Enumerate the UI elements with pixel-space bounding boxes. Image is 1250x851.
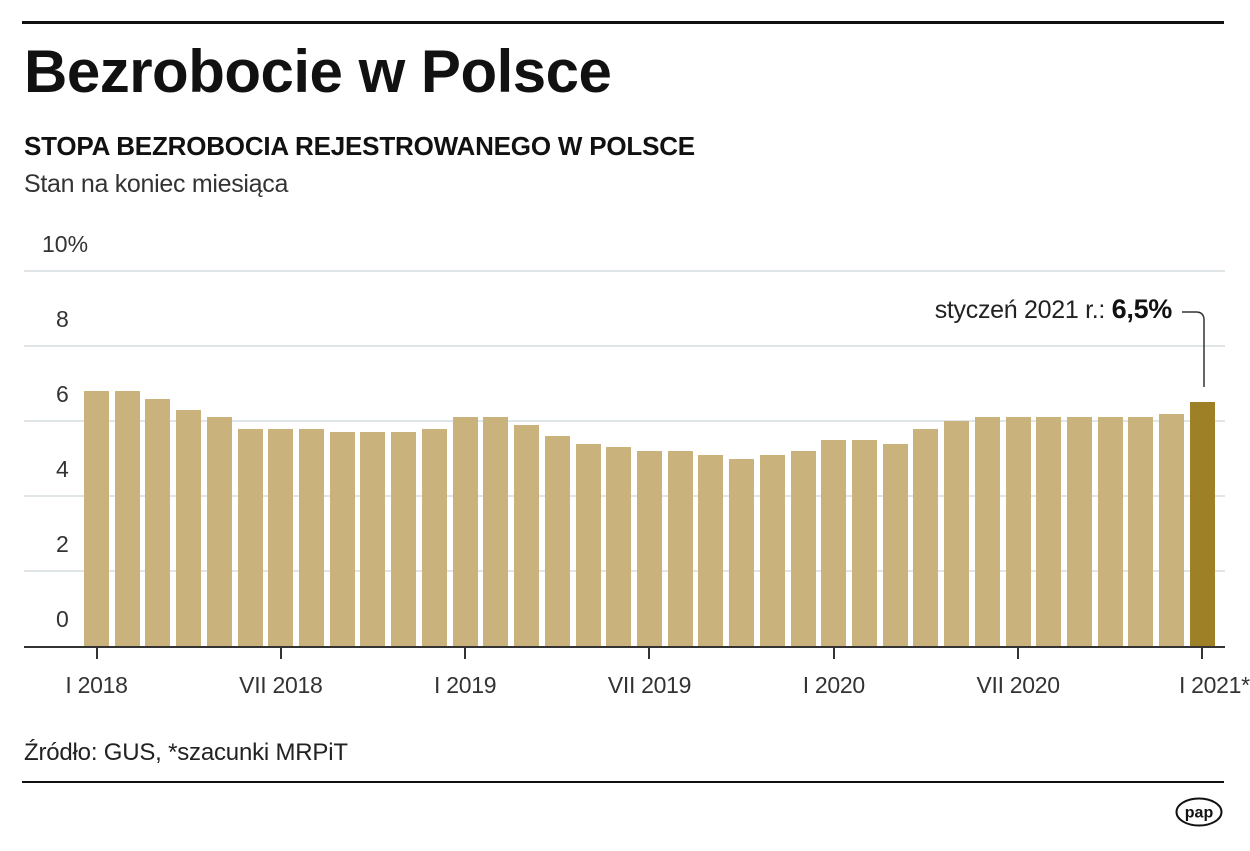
bar-ix-2018 [329, 432, 355, 646]
x-tick-label: VII 2020 [976, 672, 1060, 698]
annotation-label: styczeń 2021 r.: 6,5% [934, 294, 1173, 324]
bar-viii-2020 [1036, 417, 1062, 646]
svg-text:pap: pap [1185, 805, 1214, 822]
bar-xi-2020 [1128, 417, 1154, 646]
x-tick [95, 647, 98, 659]
bar-ix-2019 [698, 454, 724, 646]
gridline [24, 270, 1225, 272]
bar-iv-2018 [176, 409, 202, 646]
bar-ii-2018 [114, 391, 140, 646]
x-tick-label: I 2021* [1179, 672, 1250, 698]
annotation-value: 6,5% [1111, 294, 1173, 324]
gridline [24, 345, 1225, 347]
pap-logo-icon: pap [1175, 797, 1223, 827]
bar-i-2018 [84, 391, 109, 646]
bar-i-2021- [1189, 402, 1215, 646]
y-tick-label: 4 [56, 456, 69, 482]
bar-xii-2020 [1159, 413, 1185, 646]
x-axis-line [24, 646, 1225, 648]
bar-vii-2018 [268, 428, 294, 646]
bar-vii-2020 [1005, 417, 1031, 646]
x-tick [832, 647, 835, 659]
x-tick [1201, 647, 1204, 659]
x-tick [279, 647, 282, 659]
bar-x-2020 [1097, 417, 1123, 646]
bar-vi-2020 [974, 417, 1000, 646]
bar-x-2018 [360, 432, 386, 646]
y-tick-label: 2 [56, 531, 69, 557]
y-tick-label: 8 [56, 306, 69, 332]
bar-vi-2019 [606, 447, 632, 646]
bar-iii-2020 [882, 443, 908, 646]
y-tick-label: 6 [56, 381, 69, 407]
x-tick-label: VII 2019 [607, 672, 692, 698]
bar-iv-2019 [544, 436, 570, 646]
x-tick [648, 647, 651, 659]
bar-xi-2019 [759, 454, 785, 646]
annotation-text: styczeń 2021 r.: [934, 296, 1112, 324]
bar-vii-2019 [636, 451, 662, 646]
bar-ix-2020 [1067, 417, 1093, 646]
x-tick-label: VII 2018 [239, 672, 323, 698]
x-tick-label: I 2018 [65, 672, 128, 698]
chart-subtitle: STOPA BEZROBOCIA REJESTROWANEGO W POLSCE [24, 131, 695, 161]
bar-xii-2019 [790, 451, 816, 646]
bar-ii-2020 [852, 439, 877, 646]
bar-v-2019 [575, 443, 601, 646]
source-note: Źródło: GUS, *szacunki MRPiT [24, 739, 348, 766]
bar-vi-2018 [237, 428, 263, 646]
bar-iii-2019 [514, 424, 540, 646]
x-tick-label: I 2020 [802, 672, 865, 698]
y-tick-label: 0 [56, 606, 69, 632]
bar-v-2018 [206, 417, 232, 646]
bar-iii-2018 [145, 398, 171, 646]
bar-x-2019 [729, 458, 755, 646]
bottom-rule [22, 781, 1224, 783]
y-tick-label: 10% [42, 231, 89, 257]
x-tick-label: I 2019 [434, 672, 497, 698]
bar-iv-2020 [913, 428, 939, 646]
bar-v-2020 [944, 421, 970, 646]
bar-xii-2018 [421, 428, 447, 646]
bar-viii-2019 [667, 451, 693, 646]
x-tick [464, 647, 467, 659]
gridline [24, 420, 1225, 422]
chart-description: Stan na koniec miesiąca [24, 170, 289, 198]
top-rule [22, 21, 1224, 24]
bar-i-2020 [821, 439, 847, 646]
bar-xi-2018 [391, 432, 417, 646]
page-title: Bezrobocie w Polsce [24, 38, 612, 105]
bar-i-2019 [452, 417, 478, 646]
x-tick [1017, 647, 1020, 659]
bar-viii-2018 [299, 428, 325, 646]
bar-ii-2019 [483, 417, 509, 646]
